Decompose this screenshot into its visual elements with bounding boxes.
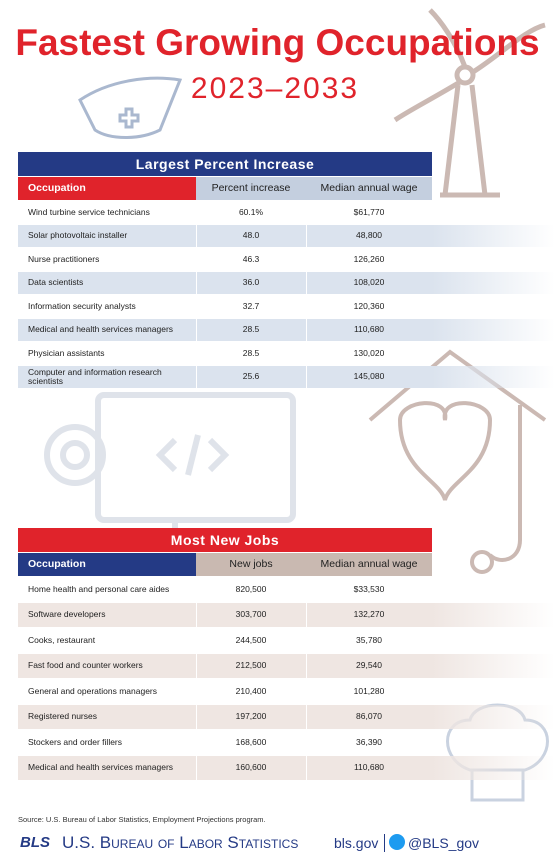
table-cell: 820,500	[235, 583, 267, 594]
row-stripe	[18, 271, 555, 294]
table-cell: 29,540	[356, 660, 382, 671]
table-cell: 130,020	[353, 347, 385, 358]
table-cell: 145,080	[353, 371, 385, 382]
separator	[384, 834, 385, 852]
column-divider	[196, 201, 197, 389]
table-cell: General and operations managers	[28, 685, 157, 696]
table-cell: 48.0	[242, 230, 260, 241]
table-title: Largest Percent Increase	[18, 152, 432, 176]
table-cell: 212,500	[235, 660, 267, 671]
title: Fastest Growing Occupations	[15, 22, 540, 63]
bls-logo: BLS	[20, 834, 50, 851]
table-cell: Software developers	[28, 609, 106, 620]
table-cell: Home health and personal care aides	[28, 583, 170, 594]
column-header: New jobs	[196, 553, 306, 576]
table-cell: 132,270	[353, 609, 385, 620]
table-cell: 108,020	[353, 277, 385, 288]
table-cell: 28.5	[242, 347, 260, 358]
table-cell: Fast food and counter workers	[28, 660, 143, 671]
table-cell: 244,500	[235, 634, 267, 645]
row-stripe	[18, 365, 555, 388]
table-cell: 110,680	[353, 762, 385, 773]
table-cell: Data scientists	[28, 277, 84, 288]
twitter-handle: @BLS_gov	[408, 835, 480, 851]
table-cell: 36,390	[356, 736, 382, 747]
website: bls.gov	[334, 835, 379, 851]
table-cell: 126,260	[353, 253, 385, 264]
table-cell: 60.1%	[238, 206, 264, 217]
row-stripe	[18, 704, 555, 729]
column-header: Median annual wage	[306, 553, 432, 576]
table-title: Most New Jobs	[18, 528, 432, 552]
column-divider	[196, 577, 197, 781]
column-header: Median annual wage	[306, 177, 432, 200]
source: Source: U.S. Bureau of Labor Statistics,…	[18, 815, 266, 824]
table-cell: 25.6	[242, 371, 260, 382]
table-cell: Solar photovoltaic installer	[28, 230, 128, 241]
table-cell: Computer and information research scient…	[28, 366, 162, 386]
table-cell: 210,400	[235, 685, 267, 696]
column-divider	[306, 201, 307, 389]
table-cell: Stockers and order fillers	[28, 736, 123, 747]
table-cell: Nurse practitioners	[28, 253, 100, 264]
table-cell: 168,600	[235, 736, 267, 747]
table-cell: 110,680	[353, 324, 385, 335]
row-stripe	[18, 602, 555, 627]
column-header: Percent increase	[196, 177, 306, 200]
wind-turbine	[393, 8, 546, 198]
column-header: Occupation	[18, 553, 196, 576]
column-divider	[306, 577, 307, 781]
stethoscope-house	[368, 349, 547, 574]
table-cell: Wind turbine service technicians	[28, 206, 150, 217]
row-stripe	[18, 653, 555, 678]
table-cell: 197,200	[235, 711, 267, 722]
table-cell: 28.5	[242, 324, 260, 335]
table-cell: 46.3	[242, 253, 260, 264]
table-cell: 303,700	[235, 609, 267, 620]
table-cell: Physician assistants	[28, 347, 105, 358]
table-cell: 160,600	[235, 762, 267, 773]
table-cell: Cooks, restaurant	[28, 634, 96, 645]
subtitle: 2023–2033	[190, 72, 360, 105]
table-cell: 32.7	[242, 300, 260, 311]
table-cell: Information security analysts	[28, 300, 136, 311]
row-stripe	[18, 755, 555, 780]
row-stripe	[18, 318, 555, 341]
table-cell: 101,280	[353, 685, 385, 696]
column-header: Occupation	[18, 177, 196, 200]
twitter-icon	[389, 834, 405, 850]
table-cell: Medical and health services managers	[28, 324, 174, 335]
row-stripe	[18, 224, 555, 247]
nurse-cap	[78, 76, 183, 139]
table-cell: 120,360	[353, 300, 385, 311]
table-cell: $61,770	[353, 206, 385, 217]
table-cell: 86,070	[356, 711, 382, 722]
table-cell: Medical and health services managers	[28, 762, 174, 773]
table-cell: Registered nurses	[28, 711, 97, 722]
table-cell: $33,530	[353, 583, 385, 594]
table-cell: 35,780	[356, 634, 382, 645]
table-cell: 48,800	[356, 230, 382, 241]
table-cell: 36.0	[242, 277, 260, 288]
agency-name: U.S. Bureau of Labor Statistics	[62, 833, 299, 852]
computer-icon	[44, 392, 296, 548]
